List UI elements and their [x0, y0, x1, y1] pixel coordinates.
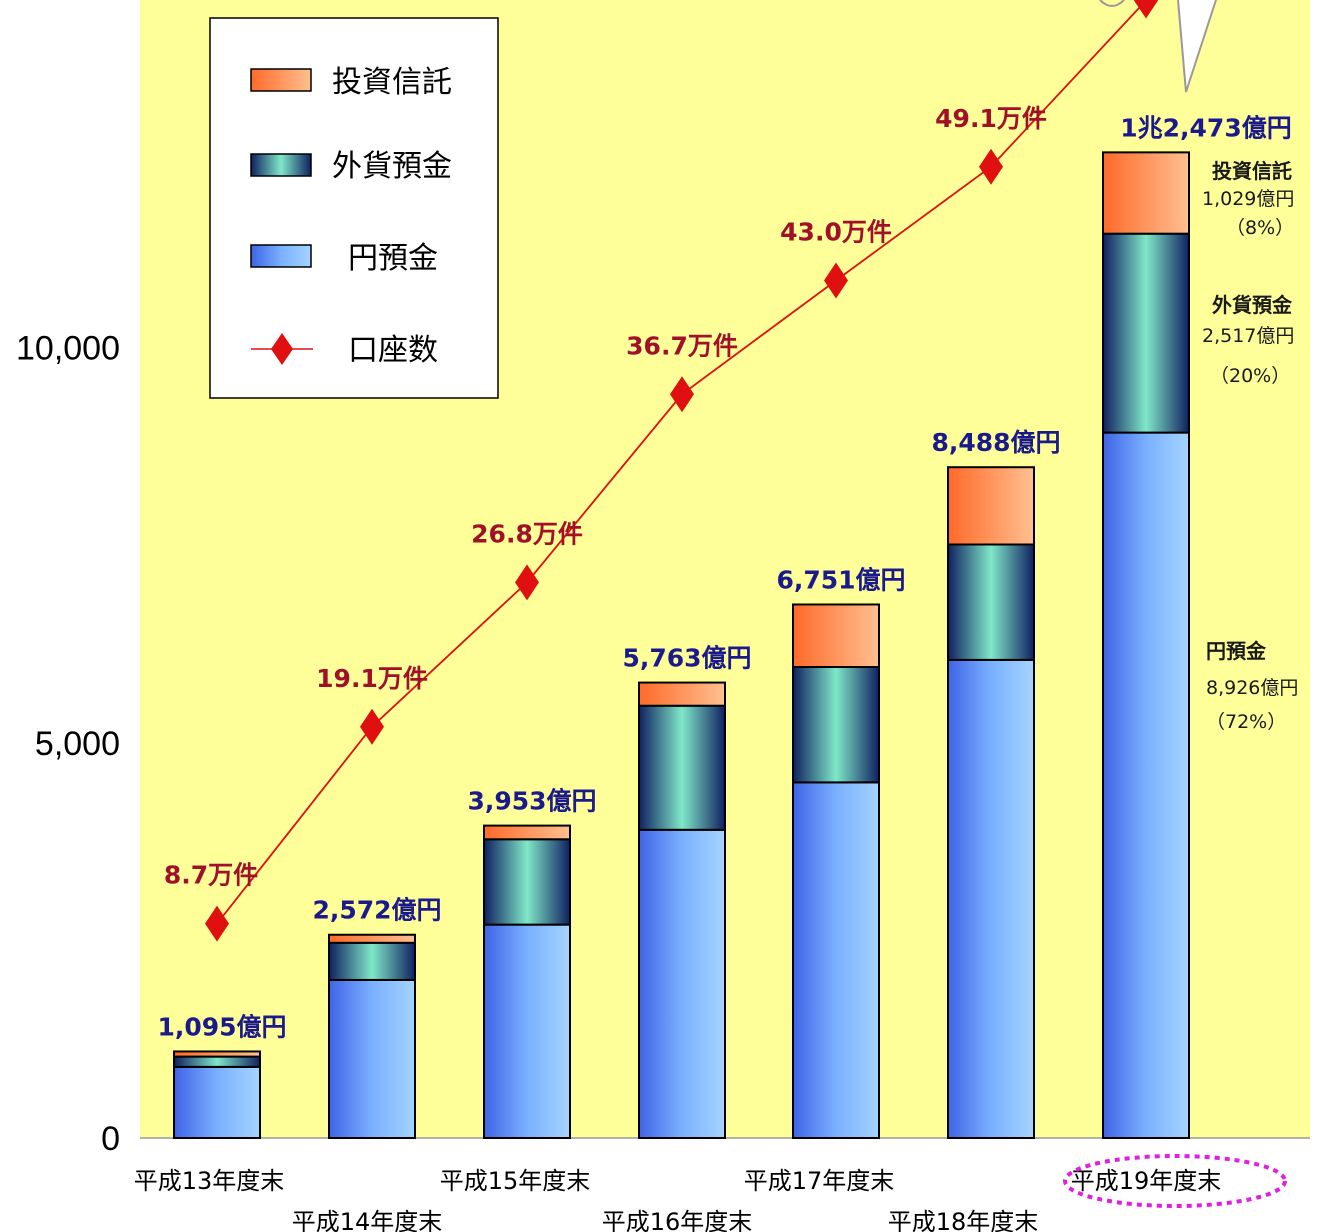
legend-label-yen: 円預金 [348, 241, 438, 276]
callout-pointer [1177, 0, 1217, 93]
y-tick-label: 0 [101, 1120, 120, 1158]
bar-segment-yen [328, 978, 416, 1140]
legend-diamond-icon [271, 333, 293, 365]
bar-segment-yen [638, 828, 726, 1140]
account-point-diamond [670, 376, 694, 413]
legend: 投資信託 外貨預金 円預金 口座数 [209, 17, 499, 399]
bar-segment-yen [483, 923, 571, 1139]
account-point-diamond [1134, 0, 1158, 19]
account-count-label: 26.8万件 [471, 519, 583, 548]
account-count-label: 36.7万件 [626, 331, 738, 360]
account-count-label: 49.1万件 [935, 104, 1047, 133]
total-labels: 1,095億円 2,572億円 3,953億円 5,763億円 6,751億円 8,488… [157, 113, 1291, 1041]
legend-swatch-fund [250, 68, 312, 92]
legend-label-fx: 外貨預金 [332, 149, 452, 184]
account-point-diamond [824, 262, 848, 299]
breakdown-annotations: 投資信託 1,029億円 （8%） 外貨預金 2,517億円 （20%） 円預金… [1202, 159, 1298, 733]
bar-total-label: 1,095億円 [157, 1012, 286, 1041]
legend-swatch-yen [250, 244, 312, 268]
annotation-yen-share: （72%） [1206, 711, 1286, 733]
legend-label-accounts: 口座数 [348, 333, 438, 368]
account-point-diamond [205, 905, 229, 942]
bar-segment-yen [947, 658, 1035, 1139]
y-tick-label: 10,000 [16, 330, 120, 368]
bar-segment-yen [1102, 431, 1190, 1139]
bar-segment-yen [792, 781, 880, 1139]
account-count-label: 8.7万件 [164, 861, 258, 890]
annotation-fund-share: （8%） [1226, 217, 1294, 239]
callout-fragment [1099, 0, 1125, 7]
bar-total-label: 2,572億円 [312, 896, 441, 925]
bar-segment-fund [947, 466, 1035, 546]
annotation-yen-name: 円預金 [1206, 639, 1267, 663]
bar-segment-fund [1102, 151, 1190, 235]
bars [173, 151, 1190, 1140]
account-point-diamond [360, 708, 384, 745]
bar-segment-yen [173, 1065, 261, 1139]
x-tick-label: 平成15年度末 [440, 1167, 591, 1195]
bar-total-label: 1兆2,473億円 [1120, 113, 1291, 142]
annotation-fund-amount: 1,029億円 [1202, 188, 1294, 210]
bar-segment-fx [792, 665, 880, 784]
bar-total-label: 8,488億円 [931, 428, 1060, 457]
annotation-fund-name: 投資信託 [1212, 159, 1292, 183]
account-point-diamond [979, 148, 1003, 185]
bar-segment-fx [947, 543, 1035, 661]
bar-total-label: 3,953億円 [467, 787, 596, 816]
highlight-ellipse [1063, 1154, 1287, 1208]
bar-segment-fund [483, 824, 571, 841]
account-count-label: 43.0万件 [780, 218, 892, 247]
bar-segment-fx [173, 1055, 261, 1068]
account-count-line: 8.7万件19.1万件26.8万件36.7万件43.0万件49.1万件61.0万… [164, 0, 1158, 942]
x-tick-label: 平成13年度末 [134, 1167, 285, 1195]
x-tick-label: 平成17年度末 [744, 1167, 895, 1195]
x-tick-label: 平成14年度末 [292, 1208, 443, 1232]
bar-segment-fx [328, 941, 416, 981]
bar-segment-fx [483, 838, 571, 926]
y-axis-ticks: 0 5,000 10,000 [16, 330, 120, 1158]
legend-label-fund: 投資信託 [332, 65, 452, 100]
y-tick-label: 5,000 [35, 725, 120, 763]
account-point-diamond [515, 564, 539, 601]
x-tick-label: 平成16年度末 [602, 1208, 753, 1232]
bar-segment-fx [638, 704, 726, 831]
legend-swatch-fx [250, 153, 312, 177]
annotation-yen-amount: 8,926億円 [1206, 677, 1298, 699]
bar-segment-fund [173, 1050, 261, 1058]
bar-total-label: 5,763億円 [622, 644, 751, 673]
bar-segment-fund [328, 933, 416, 944]
x-tick-label: 平成18年度末 [888, 1208, 1039, 1232]
x-tick-label: 平成19年度末 [1071, 1167, 1222, 1195]
bar-segment-fund [792, 603, 880, 668]
bar-total-label: 6,751億円 [776, 565, 905, 594]
account-count-label: 19.1万件 [316, 664, 428, 693]
bar-segment-fx [1102, 232, 1190, 434]
annotation-fx-amount: 2,517億円 [1202, 325, 1294, 347]
annotation-fx-share: （20%） [1210, 365, 1290, 387]
bar-segment-fund [638, 681, 726, 707]
annotation-fx-name: 外貨預金 [1212, 293, 1293, 317]
